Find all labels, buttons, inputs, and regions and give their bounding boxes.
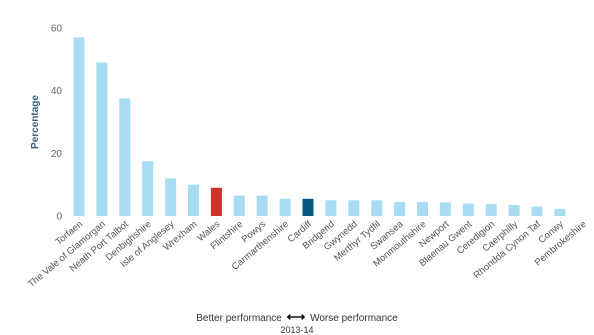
performance-direction-note: Better performance ⟷ Worse performance — [0, 309, 594, 325]
y-axis: 0 20 40 60 — [51, 24, 63, 223]
bars — [73, 37, 566, 217]
bar-conwy — [554, 208, 566, 216]
y-tick-label: 20 — [51, 149, 63, 160]
bar-denbighshire — [142, 161, 154, 216]
bar-torfaen — [73, 37, 85, 217]
y-tick-label: 60 — [51, 24, 63, 35]
better-performance-label: Better performance — [196, 313, 282, 324]
period-label: 2013-14 — [280, 325, 314, 335]
bar-gwynedd — [348, 200, 360, 216]
bar-newport — [439, 202, 451, 216]
bar-wrexham — [188, 184, 199, 216]
y-axis-label: Percentage — [30, 95, 41, 149]
bar-flintshire — [233, 195, 245, 216]
bar-swansea — [394, 201, 406, 216]
bar-merthyr-tydfil — [371, 200, 383, 216]
bar-bridgend — [325, 200, 337, 216]
bar-cardiff — [302, 198, 314, 216]
y-tick-label: 0 — [56, 212, 62, 223]
bar-neath-port-talbot — [119, 98, 131, 216]
bar-blaenau-gwent — [462, 203, 474, 216]
y-tick-label: 40 — [51, 86, 63, 97]
bar-the-vale-of-glamorgan — [96, 62, 108, 216]
bar-caerphilly — [508, 205, 520, 216]
bar-powys — [256, 195, 268, 216]
bar-monmouthshire — [417, 201, 428, 216]
bar-ceredigion — [485, 204, 497, 216]
double-arrow-icon: ⟷ — [286, 309, 306, 324]
bar-wales — [210, 187, 222, 216]
worse-performance-label: Worse performance — [310, 313, 398, 324]
bar-isle-of-anglesey — [165, 178, 177, 216]
bar-rhondda-cynon-taf — [531, 206, 543, 216]
bar-carmarthenshire — [279, 198, 291, 216]
